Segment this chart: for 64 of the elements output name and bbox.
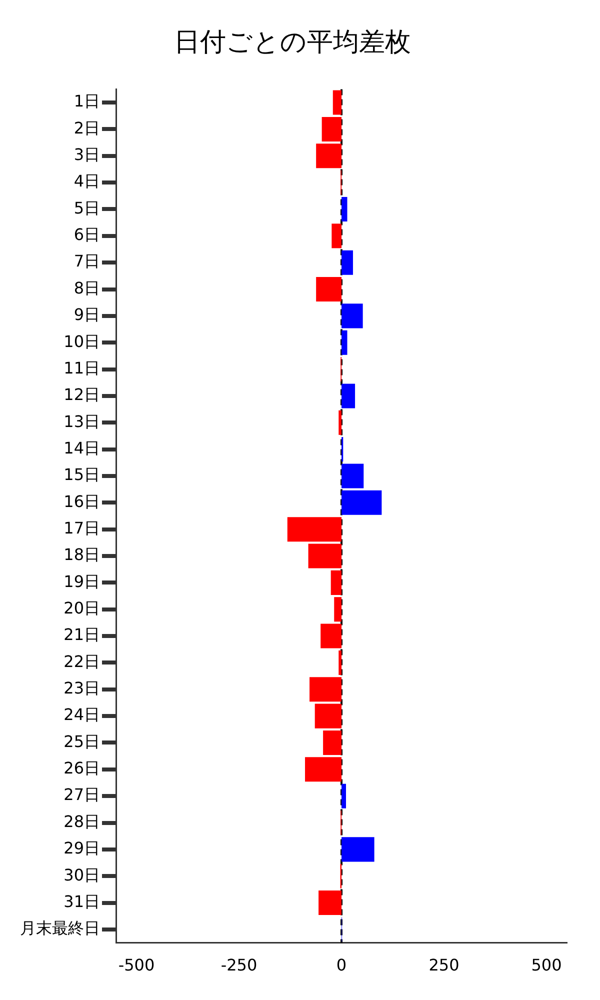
bar [287,517,342,542]
bar [342,196,348,222]
y-tick-label: 17日 [64,518,100,538]
chart-title: 日付ごとの平均差枚 [174,27,411,58]
y-tick-label: 4日 [74,172,100,191]
y-tick-label: 3日 [74,145,100,164]
bar [322,116,342,142]
y-tick-label: 18日 [64,545,100,564]
y-tick-label: 16日 [64,492,100,511]
y-tick-label: 24日 [64,705,100,724]
bar [332,90,342,115]
y-tick-label: 21日 [64,625,100,644]
bar [314,704,342,728]
y-tick-label: 31日 [64,892,100,911]
y-tick-label: 22日 [64,652,100,671]
bar [338,410,342,435]
bar [342,837,374,862]
bar [330,570,342,595]
y-tick-label: 20日 [64,598,100,618]
bar [316,276,342,302]
bar [320,624,342,648]
bar [334,597,342,622]
bar [305,757,342,782]
x-tick-label: 500 [531,956,562,975]
y-tick-label: 1日 [74,92,100,111]
bar [310,677,342,702]
bar [342,464,364,488]
y-tick-label: 30日 [64,865,100,884]
bar [342,250,353,275]
y-tick-label: 12日 [64,385,100,404]
y-tick-label: 29日 [64,838,100,858]
y-tick-label: 8日 [74,278,100,298]
y-tick-label: 14日 [64,438,100,458]
y-tick-label: 2日 [74,118,100,138]
bar [316,144,342,168]
y-tick-label: 27日 [64,785,100,804]
y-tick-label: 月末最終日 [20,918,100,938]
y-tick-label: 7日 [74,252,100,271]
bar [338,650,342,675]
y-tick-label: 11日 [64,358,100,378]
bar [342,784,346,808]
y-tick-label: 13日 [64,412,100,431]
bar [318,890,342,916]
x-tick-label: -500 [118,956,155,975]
y-tick-label: 10日 [64,332,100,351]
y-tick-label: 28日 [64,812,100,831]
y-tick-label: 5日 [74,198,100,218]
bar [332,224,342,248]
bar [342,330,348,355]
y-tick-label: 19日 [64,572,100,591]
x-tick-label: -250 [220,956,258,975]
bar [342,490,382,515]
y-tick-label: 26日 [64,758,100,778]
bar [308,544,342,568]
x-tick-label: 0 [336,956,347,975]
bar [323,730,342,756]
y-tick-label: 23日 [64,678,100,698]
x-tick-label: 250 [428,956,460,975]
y-tick-label: 6日 [74,225,100,244]
y-tick-label: 9日 [74,305,100,324]
y-tick-label: 15日 [64,465,100,484]
bar [342,384,356,408]
bar [342,304,363,328]
y-tick-label: 25日 [64,732,100,751]
